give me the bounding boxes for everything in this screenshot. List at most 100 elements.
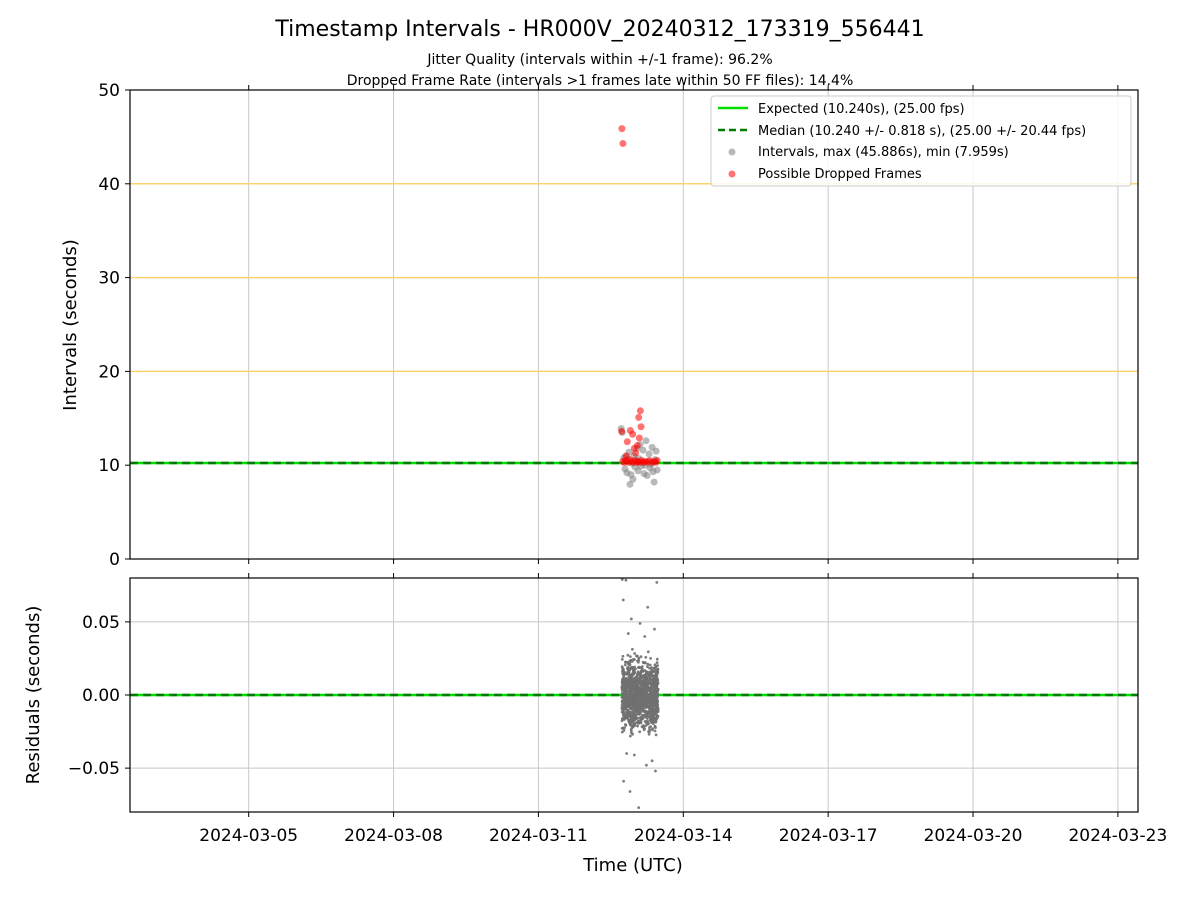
residual-point: [650, 668, 654, 672]
residual-point: [642, 700, 646, 704]
residual-point: [632, 693, 636, 697]
residual-point: [636, 698, 640, 702]
x-tick-label: 2024-03-23: [1068, 826, 1167, 846]
residual-point: [632, 684, 636, 688]
residual-point: [655, 716, 659, 719]
residual-point: [642, 682, 646, 685]
residuals-y-tick-label: 0.00: [82, 686, 120, 706]
residual-point: [620, 726, 624, 730]
residual-point: [634, 699, 637, 703]
residual-point: [631, 687, 635, 691]
residual-point: [652, 710, 656, 713]
residual-point: [655, 674, 659, 677]
residual-point: [638, 730, 642, 734]
residual-point: [620, 578, 624, 581]
residual-point: [639, 655, 643, 659]
residual-point: [629, 655, 632, 658]
residual-point: [655, 703, 659, 707]
residual-point: [633, 652, 636, 655]
residual-point: [641, 670, 645, 673]
residual-point: [631, 725, 635, 729]
residual-point: [637, 806, 641, 810]
residual-point: [629, 679, 632, 683]
dropped-frame-point: [633, 442, 641, 450]
residual-point: [646, 692, 650, 696]
residual-point: [629, 728, 633, 731]
residual-point: [654, 684, 657, 688]
chart-subtitle-dropped: Dropped Frame Rate (intervals >1 frames …: [347, 73, 854, 89]
residuals-y-tick-label: −0.05: [68, 759, 120, 779]
residual-point: [636, 685, 640, 688]
residual-point: [655, 696, 659, 700]
residual-point: [648, 701, 652, 705]
dropped-frame-point: [635, 434, 643, 442]
intervals-y-tick-label: 10: [98, 456, 120, 476]
x-tick-label: 2024-03-08: [344, 826, 443, 846]
residual-point: [653, 663, 657, 667]
residual-point: [627, 685, 631, 688]
residual-point: [640, 713, 644, 717]
residual-point: [638, 689, 642, 693]
residual-point: [637, 695, 640, 699]
residual-point: [653, 627, 656, 631]
residual-point: [621, 598, 625, 602]
residual-point: [650, 682, 654, 686]
residual-point: [622, 705, 626, 708]
residual-point: [643, 686, 647, 690]
residual-point: [649, 719, 653, 723]
residual-point: [651, 701, 654, 705]
residual-point: [627, 663, 631, 667]
residual-point: [629, 675, 633, 679]
residual-point: [634, 716, 637, 719]
residual-point: [628, 687, 632, 690]
residual-point: [644, 705, 648, 709]
residual-point: [645, 763, 648, 767]
residual-point: [628, 703, 632, 706]
residual-point: [654, 720, 658, 724]
residual-point: [624, 686, 628, 690]
residual-point: [628, 734, 632, 738]
intervals-y-tick-label: 40: [98, 175, 120, 195]
interval-point: [629, 475, 637, 483]
residual-point: [643, 697, 647, 701]
residual-point: [622, 669, 625, 673]
residual-point: [640, 676, 644, 680]
legend-dropped-swatch: [728, 170, 736, 178]
residual-point: [626, 653, 630, 657]
residual-point: [634, 705, 638, 708]
intervals-y-tick-label: 30: [98, 269, 120, 289]
residual-point: [622, 718, 626, 721]
residual-point: [628, 790, 632, 793]
residual-point: [652, 666, 656, 670]
intervals-y-tick-label: 0: [109, 550, 120, 570]
residual-point: [650, 728, 654, 732]
residual-point: [630, 666, 634, 669]
residual-point: [641, 709, 645, 713]
residual-point: [646, 697, 650, 701]
residual-point: [643, 635, 647, 638]
dropped-frame-point: [636, 407, 644, 415]
residual-point: [633, 665, 636, 669]
residual-point: [637, 678, 641, 682]
residual-point: [631, 672, 635, 675]
intervals-panel: 0 10 20 30 40 50: [98, 81, 1139, 570]
legend-expected-label: Expected (10.240s), (25.00 fps): [758, 102, 965, 117]
residual-point: [635, 654, 638, 658]
interval-point: [645, 450, 653, 458]
residual-point: [633, 682, 637, 685]
residual-point: [628, 661, 632, 664]
residual-point: [624, 578, 628, 582]
residual-point: [629, 719, 633, 723]
residual-point: [647, 722, 650, 725]
residual-point: [648, 730, 651, 734]
residual-point: [645, 690, 649, 693]
residual-point: [648, 676, 652, 679]
residual-point: [625, 684, 628, 687]
residual-point: [655, 580, 659, 584]
residual-point: [646, 650, 650, 654]
residual-point: [656, 706, 660, 710]
residual-point: [625, 701, 629, 704]
residual-point: [647, 732, 651, 736]
residual-point: [620, 665, 624, 668]
